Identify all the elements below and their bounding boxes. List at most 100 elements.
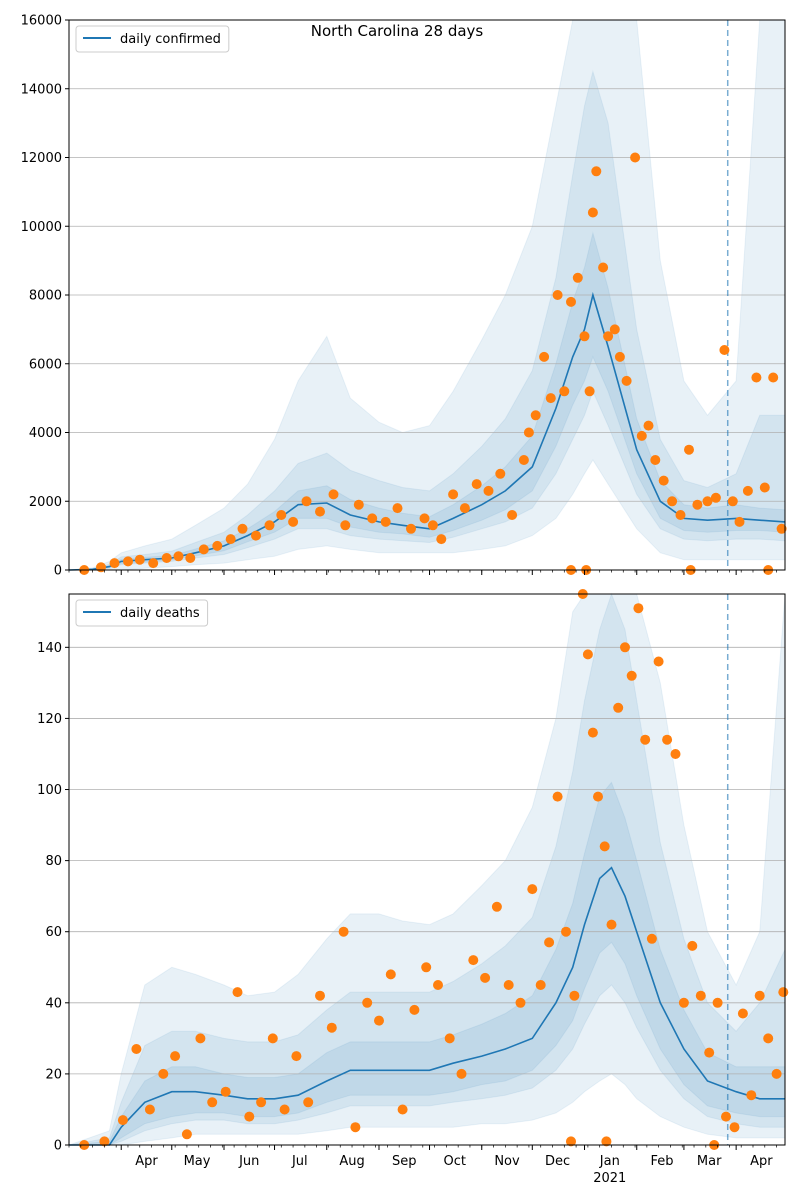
legend-box (75, 599, 209, 627)
observed-point (684, 444, 694, 455)
y-tick-label: 60 (45, 925, 62, 940)
observed-point (419, 513, 430, 524)
x-month-label: Aug (339, 1154, 364, 1169)
observed-point (530, 410, 541, 421)
observed-point (539, 351, 550, 362)
observed-point (710, 492, 721, 503)
observed-point (392, 503, 403, 514)
observed-point (251, 530, 261, 541)
observed-point (427, 520, 438, 531)
observed-point (566, 1136, 576, 1147)
y-tick-label: 6000 (29, 357, 62, 372)
observed-point (99, 1136, 110, 1147)
observed-point (421, 962, 432, 973)
x-month-label: May (184, 1154, 211, 1169)
observed-point (518, 455, 529, 465)
observed-point (737, 1008, 748, 1019)
observed-point (662, 734, 673, 745)
observed-point (480, 972, 491, 983)
observed-point (587, 727, 598, 738)
observed-point (523, 427, 534, 438)
observed-point (678, 997, 689, 1008)
y-tick-label: 40 (45, 996, 62, 1011)
observed-point (603, 331, 614, 342)
observed-point (212, 540, 223, 551)
x-axis-year-label: 2021 (593, 1171, 626, 1186)
confirmed-observed-points (79, 152, 787, 575)
observed-point (185, 553, 196, 563)
observed-point (340, 520, 351, 531)
observed-point (503, 980, 514, 990)
observed-point (303, 1097, 314, 1108)
observed-point (256, 1097, 267, 1108)
observed-point (734, 516, 745, 527)
x-month-label: Oct (444, 1154, 466, 1169)
observed-point (158, 1068, 169, 1079)
observed-point (729, 1122, 740, 1133)
y-tick-label: 4000 (29, 426, 62, 441)
observed-point (704, 1047, 715, 1058)
observed-point (459, 503, 470, 514)
observed-point (630, 152, 641, 163)
observed-point (448, 489, 459, 500)
observed-point (552, 290, 563, 300)
deaths-axes-frame (68, 593, 786, 1146)
observed-point (207, 1097, 218, 1108)
observed-point (633, 603, 644, 614)
observed-point (436, 534, 447, 545)
series-line (69, 866, 785, 1146)
observed-point (670, 749, 681, 759)
observed-point (687, 940, 698, 951)
deaths-y-ticks: 0 20 40 60 80 100 120 140 (37, 641, 69, 1154)
observed-point (326, 1022, 337, 1033)
observed-point (552, 791, 563, 802)
legend-label: daily deaths (120, 606, 200, 621)
x-month-label: Sep (392, 1154, 417, 1169)
observed-point (527, 884, 538, 895)
observed-point (433, 980, 443, 990)
observed-point (301, 496, 312, 507)
observed-point (640, 734, 651, 745)
observed-point (353, 499, 364, 510)
observed-point (495, 468, 506, 479)
observed-point (566, 296, 576, 307)
observed-point (626, 670, 637, 681)
confirmed-x-ticks (68, 570, 777, 575)
observed-point (609, 324, 620, 335)
observed-point (559, 386, 570, 397)
y-tick-label: 100 (37, 783, 62, 798)
observed-point (276, 510, 287, 520)
observed-point (237, 523, 248, 534)
observed-point (646, 933, 657, 944)
x-month-label: Apr (135, 1154, 158, 1169)
observed-point (161, 553, 172, 563)
observed-point (315, 990, 325, 1001)
y-tick-label: 8000 (29, 289, 62, 304)
y-tick-label: 2000 (29, 495, 62, 510)
y-tick-label: 140 (37, 641, 62, 656)
observed-point (195, 1033, 206, 1044)
observed-point (507, 510, 518, 520)
observed-point (598, 262, 609, 273)
observed-point (719, 345, 730, 355)
observed-point (776, 523, 787, 534)
observed-point (763, 1033, 774, 1044)
x-month-label: Mar (697, 1154, 722, 1169)
observed-point (584, 386, 595, 397)
confirmed-chart: 0 2000 4000 6000 8000 10000 12000 14000 16000 No… (21, 14, 787, 579)
observed-point (198, 544, 209, 555)
observed-point (721, 1111, 731, 1122)
observed-point (380, 516, 391, 527)
observed-point (338, 926, 349, 937)
observed-point (613, 702, 624, 713)
y-tick-label: 0 (54, 1139, 62, 1154)
x-month-label: Feb (651, 1154, 674, 1169)
uncertainty-band-1 (68, 69, 786, 571)
observed-point (712, 997, 723, 1008)
observed-point (406, 523, 416, 534)
observed-point (544, 937, 555, 948)
observed-point (754, 990, 765, 1001)
y-tick-label: 10000 (21, 220, 62, 235)
observed-point (220, 1086, 231, 1097)
y-tick-label: 12000 (21, 151, 62, 166)
